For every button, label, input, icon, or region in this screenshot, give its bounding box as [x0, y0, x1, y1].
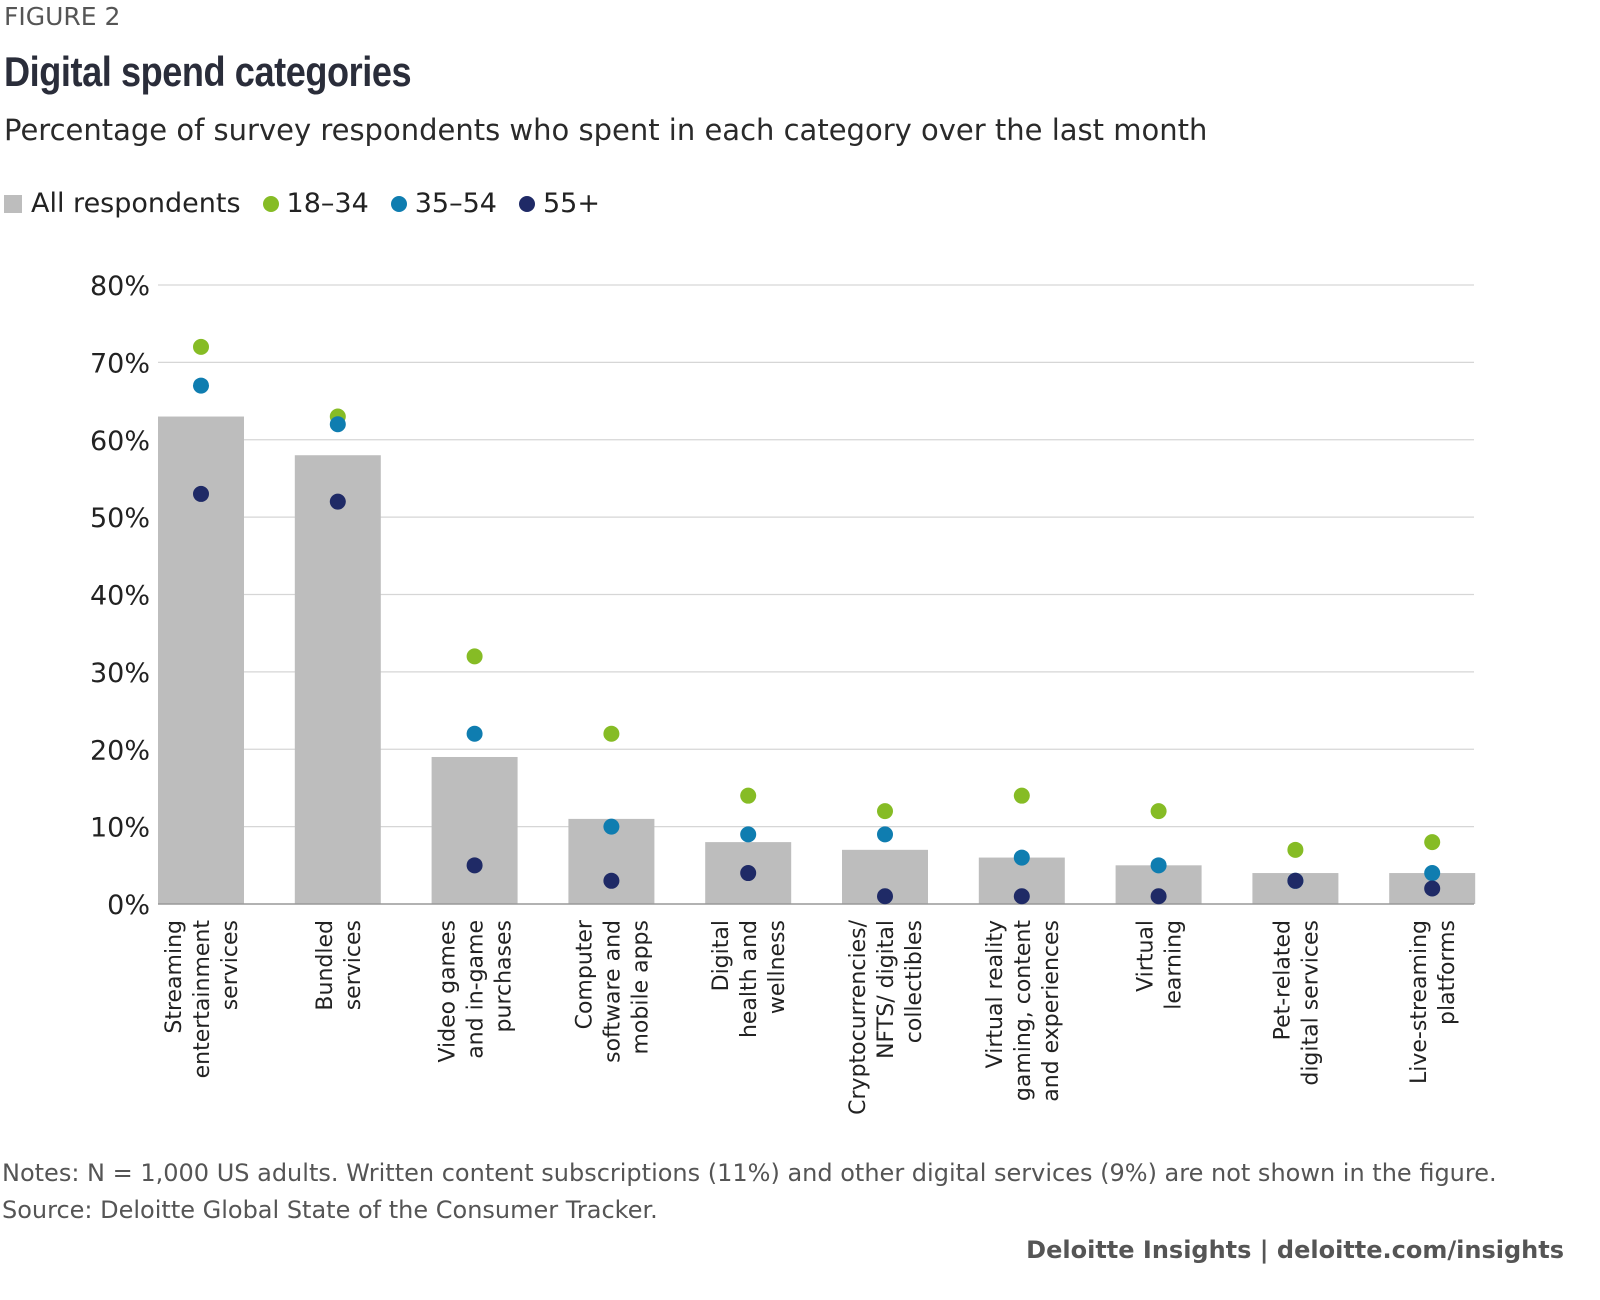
- data-point: [740, 865, 757, 882]
- data-point: [1013, 888, 1030, 905]
- data-point: [1013, 849, 1030, 866]
- data-point: [1424, 834, 1441, 851]
- x-category-label: and experiences: [1039, 920, 1064, 1102]
- data-point: [740, 826, 757, 843]
- data-point: [740, 787, 757, 804]
- x-category-label: wellness: [765, 920, 790, 1014]
- data-point: [193, 485, 209, 502]
- legend-swatch: [518, 195, 535, 212]
- x-category-label: Live-streaming: [1407, 920, 1432, 1084]
- legend-label: 55+: [542, 188, 600, 219]
- data-point: [1150, 857, 1167, 874]
- legend-item-55plus: 55+: [518, 188, 600, 219]
- data-point: [466, 648, 483, 665]
- x-category-label: Virtual: [1134, 920, 1159, 992]
- y-tick-label: 20%: [90, 735, 150, 766]
- x-category-label: entertainment: [190, 920, 215, 1079]
- y-tick-label: 0%: [107, 890, 150, 921]
- data-point: [193, 338, 209, 355]
- x-category-label: digital services: [1298, 920, 1323, 1086]
- chart-plot: 0% 10% 20% 30% 40% 50% 60% 70% 80% Streaming enter…: [90, 271, 1476, 1115]
- data-point: [329, 416, 346, 433]
- x-category-label: learning: [1162, 920, 1187, 1010]
- bar: [294, 455, 381, 904]
- x-category-label: services: [218, 920, 243, 1010]
- data-point: [603, 872, 620, 889]
- data-point: [1150, 888, 1167, 905]
- x-category-label: Computer: [572, 919, 597, 1029]
- data-point: [1287, 841, 1304, 858]
- x-category-label: Bundled: [313, 920, 338, 1011]
- data-point: [1424, 880, 1441, 897]
- data-point: [603, 818, 620, 835]
- notes-text: Notes: N = 1,000 US adults. Written cont…: [2, 1159, 1497, 1187]
- notes: Notes: N = 1,000 US adults. Written cont…: [2, 1155, 1497, 1229]
- data-point: [1013, 787, 1030, 804]
- source-text: Source: Deloitte Global State of the Con…: [2, 1196, 658, 1224]
- legend-swatch: [262, 195, 279, 212]
- data-point: [603, 725, 620, 742]
- data-point: [877, 826, 893, 843]
- data-point: [1150, 803, 1167, 820]
- x-category-label: collectibles: [902, 920, 927, 1043]
- x-category-label: NFTS/ digital: [874, 920, 899, 1059]
- legend: All respondents 18–34 35–54 55+: [4, 188, 622, 219]
- x-category-label: Pet-related: [1270, 920, 1295, 1040]
- data-point: [466, 725, 483, 742]
- x-category-label: Virtual reality: [983, 920, 1008, 1068]
- data-point: [329, 493, 346, 510]
- x-category-label: and in-game: [464, 920, 489, 1059]
- chart-subtitle: Percentage of survey respondents who spe…: [4, 113, 1208, 147]
- data-point: [466, 857, 483, 874]
- y-tick-label: 60%: [90, 426, 150, 457]
- y-tick-label: 50%: [90, 503, 150, 534]
- x-category-label: purchases: [492, 920, 517, 1032]
- x-category-label: Streaming: [162, 920, 187, 1034]
- chart-title: Digital spend categories: [4, 48, 412, 95]
- y-tick-label: 40%: [90, 581, 150, 612]
- footer-credit: Deloitte Insights | deloitte.com/insight…: [1026, 1236, 1564, 1264]
- x-category-label: health and: [737, 920, 762, 1038]
- legend-swatch: [390, 195, 407, 212]
- x-category-label: gaming, content: [1011, 920, 1036, 1101]
- data-point: [877, 803, 893, 820]
- data-point: [1287, 872, 1304, 889]
- bar: [431, 756, 518, 904]
- data-point: [877, 888, 893, 905]
- x-category-label: services: [341, 920, 366, 1010]
- legend-item-18-34: 18–34: [262, 188, 369, 219]
- legend-item-all: All respondents: [4, 188, 241, 219]
- legend-label: All respondents: [31, 188, 241, 219]
- legend-label: 18–34: [286, 188, 369, 219]
- legend-swatch: [4, 194, 22, 213]
- x-category-label: Cryptocurrencies/: [846, 919, 871, 1114]
- y-tick-label: 10%: [90, 813, 150, 844]
- x-category-label: platforms: [1435, 920, 1460, 1025]
- y-tick-label: 30%: [90, 658, 150, 689]
- x-category-label: software and: [600, 920, 625, 1063]
- legend-label: 35–54: [414, 188, 497, 219]
- x-category-label: Video games: [436, 920, 461, 1063]
- y-tick-label: 70%: [90, 348, 150, 379]
- x-category-label: mobile apps: [628, 920, 653, 1054]
- x-category-label: Digital: [709, 920, 734, 991]
- data-point: [1424, 865, 1441, 882]
- figure-label: FIGURE 2: [4, 2, 121, 31]
- y-tick-label: 80%: [90, 271, 150, 302]
- legend-item-35-54: 35–54: [390, 188, 497, 219]
- data-point: [193, 377, 209, 394]
